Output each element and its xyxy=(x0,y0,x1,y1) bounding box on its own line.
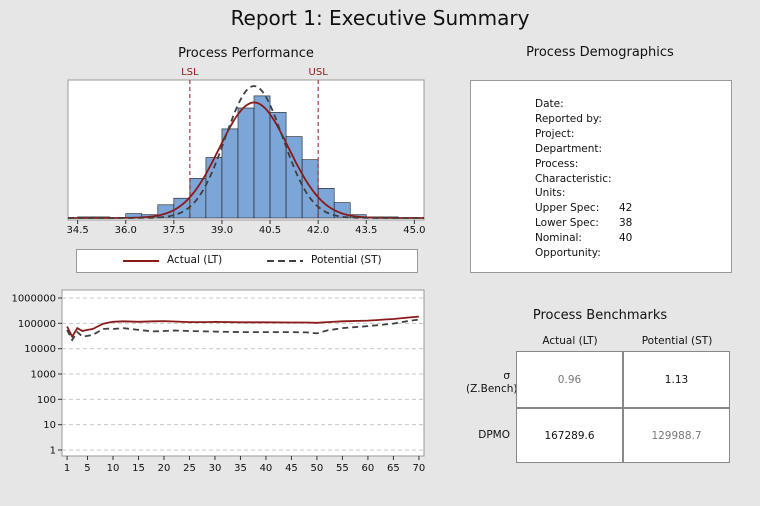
x-tick-label: 1 xyxy=(64,463,70,474)
x-tick-label: 45 xyxy=(285,463,298,474)
benchmark-value: 1.13 xyxy=(664,373,689,386)
x-tick-label: 65 xyxy=(387,463,400,474)
x-tick-label: 70 xyxy=(413,463,426,474)
demographics-row: Process: xyxy=(535,157,632,172)
x-tick-label: 35 xyxy=(234,463,247,474)
y-tick-label: 10000 xyxy=(24,344,56,355)
y-tick-label: 100000 xyxy=(18,319,56,330)
demographics-row: Upper Spec: 42 xyxy=(535,201,632,216)
demographics-label: Nominal: xyxy=(535,232,582,245)
x-tick-label: 43.5 xyxy=(355,225,377,236)
demographics-label: Characteristic: xyxy=(535,172,612,185)
benchmark-col-potential: Potential (ST) xyxy=(641,335,713,347)
histogram-bar xyxy=(237,107,255,219)
demographics-row: Date: xyxy=(535,97,632,112)
histogram-bar xyxy=(317,188,335,219)
x-tick-label: 60 xyxy=(362,463,375,474)
demographics-label: Units: xyxy=(535,187,566,200)
x-tick-label: 30 xyxy=(209,463,222,474)
legend-actual-swatch xyxy=(123,260,159,262)
zbench-label: (Z.Bench) xyxy=(466,383,518,395)
x-tick-label: 45.0 xyxy=(403,225,425,236)
demographics-row: Department: xyxy=(535,142,632,157)
report-title: Report 1: Executive Summary xyxy=(230,6,530,30)
demographics-row: Project: xyxy=(535,127,632,142)
demographics-label: Opportunity: xyxy=(535,247,601,260)
benchmark-value: 167289.6 xyxy=(544,429,595,442)
histogram-bar xyxy=(189,178,207,219)
demographics-label: Upper Spec: xyxy=(535,202,600,215)
line-plot-area xyxy=(61,289,425,457)
x-tick-label: 15 xyxy=(132,463,145,474)
benchmark-table: 0.96 1.13 167289.6 129988.7 xyxy=(516,351,730,463)
x-tick-label: 39.0 xyxy=(211,225,233,236)
benchmarks-title: Process Benchmarks xyxy=(532,308,668,323)
demographics-label: Department: xyxy=(535,142,603,155)
demographics-label: Process: xyxy=(535,157,579,170)
sigma-symbol: σ xyxy=(503,370,510,382)
benchmark-dpmo-actual: 167289.6 xyxy=(517,409,622,462)
demographics-label: Lower Spec: xyxy=(535,217,599,230)
y-tick-label: 10 xyxy=(43,420,56,431)
x-tick-label: 36.0 xyxy=(115,225,137,236)
histogram-chart: LSL USL 34.5 36.0 37.5 39.0 40.5 42.0 43.5 45.0 xyxy=(66,67,425,236)
benchmark-sigma-potential: 1.13 xyxy=(624,352,729,407)
demographics-box: Date: Reported by: Project: Department: Proc… xyxy=(470,80,732,273)
x-tick-label: 20 xyxy=(158,463,171,474)
histogram-bar xyxy=(221,128,239,219)
x-tick-label: 42.0 xyxy=(307,225,329,236)
benchmark-sigma-actual: 0.96 xyxy=(517,352,622,407)
benchmark-dpmo-potential: 129988.7 xyxy=(624,409,729,462)
demographics-label: Reported by: xyxy=(535,112,602,125)
benchmark-row-label-sigma: σ (Z.Bench) xyxy=(466,370,518,396)
demographics-title: Process Demographics xyxy=(526,45,674,60)
demographics-row: Opportunity: xyxy=(535,246,632,261)
potential-dpmo-line xyxy=(66,318,420,342)
x-tick-label: 25 xyxy=(183,463,196,474)
y-tick-label: 1000000 xyxy=(11,294,56,305)
x-tick-label: 50 xyxy=(311,463,324,474)
actual-dpmo-line xyxy=(66,315,419,339)
demographics-list: Date: Reported by: Project: Department: Proc… xyxy=(535,97,632,261)
potential-distribution-curve xyxy=(68,85,424,219)
benchmark-row-label-dpmo: DPMO xyxy=(478,429,510,441)
spec-label-usl: USL xyxy=(309,67,329,78)
x-tick-label: 10 xyxy=(107,463,120,474)
x-tick-label: 40 xyxy=(260,463,273,474)
legend-potential-label: Potential (ST) xyxy=(311,254,382,266)
demographics-row: Characteristic: xyxy=(535,172,632,187)
histogram-bar xyxy=(253,95,271,219)
x-tick-label: 5 xyxy=(84,463,90,474)
demographics-label: Date: xyxy=(535,98,564,110)
benchmark-value: 129988.7 xyxy=(651,429,702,442)
demographics-value: 38 xyxy=(619,217,633,230)
benchmark-value: 0.96 xyxy=(557,373,582,386)
x-tick-label: 37.5 xyxy=(163,225,185,236)
performance-title: Process Performance xyxy=(178,46,314,61)
x-tick-label: 34.5 xyxy=(66,225,88,236)
legend-actual-label: Actual (LT) xyxy=(167,254,223,266)
benchmark-col-actual: Actual (LT) xyxy=(542,335,598,347)
y-tick-label: 1 xyxy=(50,446,56,457)
demographics-value: 42 xyxy=(619,202,633,215)
spec-label-lsl: LSL xyxy=(181,67,199,78)
y-tick-label: 100 xyxy=(37,395,56,406)
demographics-row: Reported by: xyxy=(535,112,632,127)
demographics-row: Nominal: 40 xyxy=(535,231,632,246)
y-tick-label: 1000 xyxy=(31,370,56,381)
demographics-row: Units: xyxy=(535,186,632,201)
x-tick-label: 40.5 xyxy=(259,225,281,236)
chart-legend: Actual (LT) Potential (ST) xyxy=(76,249,418,273)
demographics-value: 40 xyxy=(619,232,633,245)
x-tick-label: 55 xyxy=(336,463,349,474)
demographics-label: Project: xyxy=(535,127,575,140)
demographics-row: Lower Spec: 38 xyxy=(535,216,632,231)
legend-potential-swatch xyxy=(267,260,303,262)
